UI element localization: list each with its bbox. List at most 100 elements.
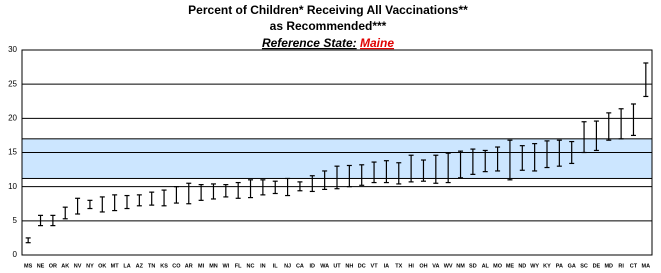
y-tick-label: 10 xyxy=(8,182,17,191)
x-tick-label: IA xyxy=(384,263,390,269)
x-tick-label: WI xyxy=(222,263,229,269)
x-tick-label: GA xyxy=(568,263,576,269)
y-tick-label: 30 xyxy=(8,45,17,54)
x-tick-label: DE xyxy=(593,263,601,269)
x-tick-label: AR xyxy=(185,263,193,269)
error-bar xyxy=(99,196,105,213)
y-tick-label: 25 xyxy=(8,79,17,88)
reference-label: Reference State: xyxy=(262,36,357,50)
x-tick-label: KY xyxy=(543,263,551,269)
error-bar xyxy=(433,154,439,184)
error-bar xyxy=(173,186,179,204)
error-bar xyxy=(593,120,599,152)
error-bar xyxy=(507,139,513,181)
error-bar xyxy=(532,143,538,172)
x-tick-label: NV xyxy=(74,263,82,269)
chart-subtitle: as Recommended*** xyxy=(270,19,387,33)
x-tick-label: MS xyxy=(24,263,33,269)
error-bar xyxy=(260,179,266,196)
error-bar xyxy=(322,170,328,190)
error-bar xyxy=(383,160,389,184)
y-tick-label: 5 xyxy=(13,216,18,225)
x-tick-label: LA xyxy=(123,263,130,269)
error-bar xyxy=(285,177,291,197)
y-tick-label: 0 xyxy=(13,250,18,259)
x-tick-label: NM xyxy=(456,263,465,269)
error-bar xyxy=(544,140,550,169)
x-tick-label: OR xyxy=(49,263,57,269)
error-bar xyxy=(223,184,229,198)
error-bar xyxy=(198,184,204,201)
x-tick-label: NE xyxy=(37,263,45,269)
error-bar xyxy=(87,199,93,210)
error-bar xyxy=(38,214,44,227)
error-bar xyxy=(618,108,624,140)
x-tick-label: MI xyxy=(198,263,205,269)
error-bar xyxy=(408,154,414,183)
error-bar xyxy=(235,181,241,199)
error-bar xyxy=(643,62,649,98)
error-bar xyxy=(124,194,130,210)
error-bar xyxy=(371,161,377,184)
x-tick-label: IN xyxy=(260,263,266,269)
error-bar xyxy=(458,150,464,179)
error-bar xyxy=(272,180,278,195)
error-bar xyxy=(186,182,192,205)
error-bar xyxy=(420,159,426,182)
x-tick-label: FL xyxy=(235,263,242,269)
error-bar xyxy=(359,164,365,186)
error-bar xyxy=(161,189,167,207)
error-bar xyxy=(556,139,562,167)
x-tick-label: CT xyxy=(630,263,638,269)
error-bar xyxy=(248,179,254,199)
error-bar xyxy=(25,237,31,244)
error-bar xyxy=(630,103,636,137)
x-tick-label: TX xyxy=(395,263,402,269)
error-bar xyxy=(62,206,68,220)
x-tick-label: RI xyxy=(618,263,624,269)
x-tick-label: NC xyxy=(247,263,255,269)
error-bar xyxy=(445,152,451,184)
x-tick-label: SC xyxy=(580,263,588,269)
error-bar xyxy=(495,146,501,172)
x-tick-label: MA xyxy=(642,263,651,269)
x-tick-label: AL xyxy=(482,263,490,269)
x-tick-label: MO xyxy=(493,263,503,269)
error-bar xyxy=(149,191,155,206)
error-bar xyxy=(519,145,525,171)
x-tick-label: AK xyxy=(61,263,69,269)
x-tick-label: ND xyxy=(518,263,526,269)
x-tick-label: VA xyxy=(432,263,439,269)
x-tick-label: HI xyxy=(408,263,414,269)
x-tick-label: MT xyxy=(111,263,120,269)
y-tick-label: 15 xyxy=(8,148,17,157)
error-bar xyxy=(569,140,575,165)
error-bar xyxy=(470,148,476,175)
error-bar xyxy=(346,164,352,188)
x-tick-label: SD xyxy=(469,263,477,269)
error-bar xyxy=(396,162,402,185)
error-bar xyxy=(606,112,612,141)
error-bar xyxy=(136,194,142,207)
y-tick-label: 20 xyxy=(8,113,17,122)
x-tick-label: CA xyxy=(296,263,304,269)
x-tick-label: ID xyxy=(310,263,316,269)
x-tick-label: NJ xyxy=(284,263,291,269)
x-tick-label: WY xyxy=(530,263,539,269)
x-tick-label: UT xyxy=(333,263,341,269)
x-tick-label: WV xyxy=(444,263,453,269)
x-tick-label: DC xyxy=(358,263,366,269)
x-tick-label: ME xyxy=(506,263,515,269)
x-tick-label: NH xyxy=(345,263,353,269)
x-tick-label: AZ xyxy=(136,263,144,269)
error-bar xyxy=(309,175,315,193)
error-bar xyxy=(50,214,56,227)
x-tick-label: PA xyxy=(556,263,563,269)
x-tick-label: MD xyxy=(604,263,613,269)
x-tick-label: WA xyxy=(320,263,329,269)
x-tick-label: OK xyxy=(98,263,106,269)
x-tick-label: OH xyxy=(419,263,427,269)
error-bar xyxy=(581,121,587,154)
